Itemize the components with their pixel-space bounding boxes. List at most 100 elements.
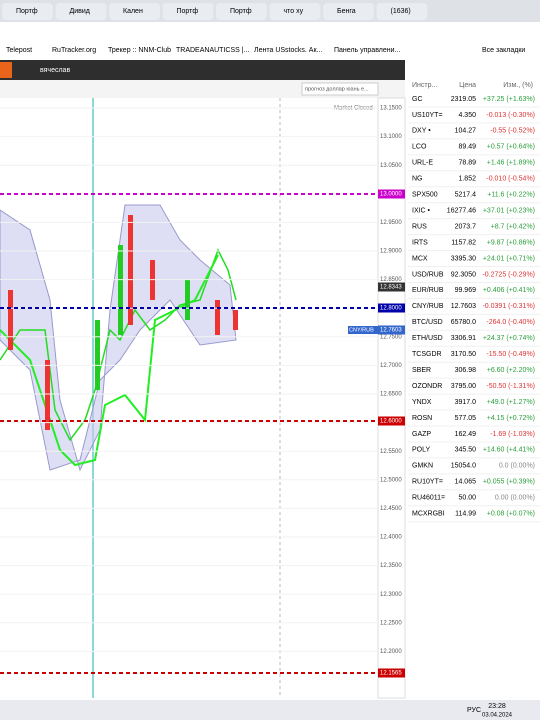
symbol[interactable]: RU10YT=	[412, 479, 443, 486]
symbol[interactable]: POLY	[412, 447, 430, 454]
symbol[interactable]: BTC/USD	[412, 319, 443, 326]
price-tick-label: 12.9500	[380, 220, 402, 226]
symbol[interactable]: OZONDR	[412, 383, 442, 390]
symbol[interactable]: TCSGDR	[412, 351, 442, 358]
price: 3170.50	[451, 351, 476, 358]
change: -0.55 (-0.52%)	[490, 128, 535, 135]
symbol[interactable]: RU46011=	[412, 495, 445, 502]
tab-title: Дивид	[70, 8, 90, 15]
price: 50.00	[458, 495, 476, 502]
price: 577.05	[455, 415, 477, 422]
bookmark[interactable]: TRADEANAUTICSS |...	[176, 47, 249, 54]
change: +24.01 (+0.71%)	[483, 255, 535, 262]
symbol[interactable]: DXY •	[412, 128, 431, 135]
search-text: прогноз доллар юань е...	[305, 86, 369, 92]
chart-area	[0, 98, 378, 698]
tab-title: Портф	[16, 8, 38, 15]
symbol[interactable]: MCX	[412, 255, 428, 262]
symbol[interactable]: MCXRGBI	[412, 511, 445, 518]
change: -0.010 (-0.54%)	[486, 176, 535, 183]
symbol[interactable]: YNDX	[412, 399, 432, 406]
tab[interactable]	[2, 3, 53, 20]
price: 65780.0	[451, 319, 476, 326]
price-tick-label: 12.2500	[380, 620, 402, 626]
symbol[interactable]: LCO	[412, 144, 427, 151]
symbol[interactable]: GAZP	[412, 431, 431, 438]
level-tag	[378, 668, 405, 678]
symbol[interactable]: IXIC •	[412, 207, 431, 214]
price-tick-label: 12.6500	[380, 392, 402, 398]
change: -50.50 (-1.31%)	[486, 383, 535, 390]
user-name[interactable]: вячеслав	[40, 67, 70, 74]
tab[interactable]	[269, 3, 321, 20]
tab[interactable]	[376, 3, 428, 20]
column-header[interactable]: Цена	[459, 82, 476, 89]
symbol[interactable]: RUS	[412, 223, 427, 230]
symbol[interactable]: SBER	[412, 367, 431, 374]
price: 12.7603	[451, 303, 476, 310]
symbol[interactable]: SPX500	[412, 192, 438, 199]
symbol[interactable]: GC	[412, 96, 423, 103]
all-bookmarks[interactable]: Все закладки	[482, 47, 525, 54]
change: +37.25 (+1.63%)	[483, 96, 535, 103]
change: +24.37 (+0.74%)	[483, 335, 535, 342]
price-tick-label: 12.3000	[380, 592, 402, 598]
bookmark[interactable]: Панель управлени...	[334, 47, 400, 54]
change: 0.00 (0.00%)	[495, 495, 535, 502]
language[interactable]: РУС	[467, 707, 481, 714]
bookmark[interactable]: Лента USstocks. Ак...	[254, 47, 322, 54]
symbol[interactable]: EUR/RUB	[412, 287, 444, 294]
change: -1.69 (-1.03%)	[490, 431, 535, 438]
symbol[interactable]: US10YT=	[412, 112, 443, 119]
change: +0.055 (+0.39%)	[483, 479, 535, 486]
bookmark[interactable]: Telepost	[6, 47, 32, 54]
change: +49.0 (+1.27%)	[487, 399, 535, 406]
tab[interactable]	[55, 3, 107, 20]
tab[interactable]	[162, 3, 214, 20]
tab[interactable]	[109, 3, 160, 20]
app-toolbar	[0, 60, 405, 80]
change: +0.57 (+0.64%)	[487, 144, 535, 151]
symbol[interactable]: GMKN	[412, 463, 433, 470]
symbol[interactable]: URL-E	[412, 160, 433, 167]
clock-time: 23:28	[488, 703, 506, 710]
bookmark[interactable]: Трекер :: NNM-Club	[108, 47, 171, 54]
tab-title: Бенга	[337, 8, 356, 15]
price: 16277.46	[447, 207, 476, 214]
tab-title: что ху	[284, 8, 304, 15]
level-tag	[378, 189, 405, 199]
price-tick-label: 12.3500	[380, 563, 402, 569]
price-tick-label: 13.1500	[380, 106, 402, 112]
tab[interactable]	[216, 3, 267, 20]
price: 114.99	[455, 511, 476, 518]
level-tag	[378, 325, 405, 335]
price: 14.065	[455, 479, 477, 486]
column-header[interactable]: Изм., (%)	[503, 82, 533, 89]
tab[interactable]	[323, 3, 374, 20]
symbol[interactable]: NG	[412, 176, 423, 183]
change: 0.0 (0.00%)	[499, 463, 535, 470]
price: 1157.82	[451, 239, 476, 246]
bookmark[interactable]: RuTracker.org	[52, 47, 96, 54]
level-tag	[378, 282, 405, 292]
symbol[interactable]: ROSN	[412, 415, 432, 422]
search-box[interactable]	[301, 82, 379, 96]
column-header[interactable]: Инстр...	[412, 82, 437, 89]
price: 2073.7	[455, 223, 477, 230]
change: +4.15 (+0.72%)	[487, 415, 535, 422]
change: +8.7 (+0.42%)	[491, 223, 535, 230]
symbol[interactable]: CNY/RUB	[412, 303, 444, 310]
price-tick-label: 13.1000	[380, 134, 402, 140]
address-bar	[0, 22, 540, 42]
price: 4.350	[458, 112, 476, 119]
price: 3306.91	[451, 335, 476, 342]
change: +6.60 (+2.20%)	[487, 367, 535, 374]
symbol[interactable]: ETH/USD	[412, 335, 443, 342]
symbol[interactable]: USD/RUB	[412, 271, 444, 278]
symbol[interactable]: IRTS	[412, 239, 428, 246]
level-tag	[378, 416, 405, 426]
change: +9.87 (+0.86%)	[487, 239, 535, 246]
tab-title: (1636)	[391, 8, 411, 15]
price-tick-label: 12.4500	[380, 506, 402, 512]
